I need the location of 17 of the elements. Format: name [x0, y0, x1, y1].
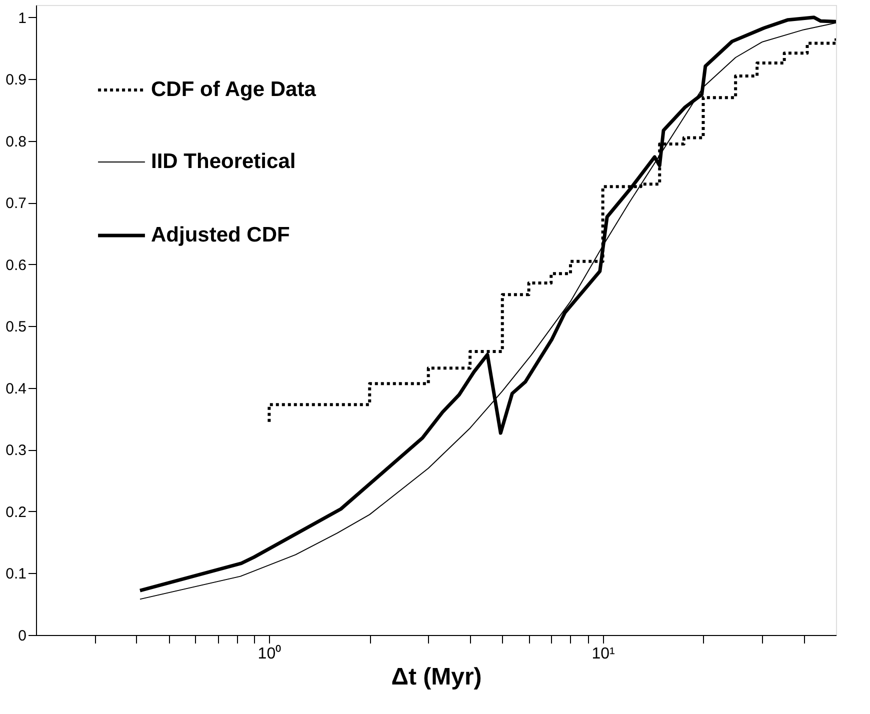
- y-tick-label: 0.5: [6, 318, 26, 336]
- y-tick-label: 0.8: [6, 133, 26, 150]
- y-tick-label: 0.7: [6, 195, 26, 212]
- y-tick-label: 0: [18, 628, 26, 644]
- y-tick-label: 0.4: [6, 380, 26, 398]
- y-tick-label: 0.3: [6, 442, 26, 460]
- x-axis-title: Δt (Myr): [391, 664, 482, 690]
- y-tick-label: 0.2: [6, 504, 26, 521]
- y-tick-label: 0.1: [6, 566, 26, 583]
- y-tick-label: 0.6: [6, 256, 26, 274]
- legend-label: Adjusted CDF: [151, 224, 290, 246]
- legend-label: CDF of Age Data: [151, 78, 316, 101]
- x-tick-label: 10¹: [592, 646, 615, 662]
- x-tick-label: 10⁰: [258, 644, 282, 662]
- y-tick-label: 0.9: [6, 72, 26, 89]
- y-tick-label: 1: [18, 10, 26, 27]
- legend-label: IID Theoretical: [151, 150, 296, 173]
